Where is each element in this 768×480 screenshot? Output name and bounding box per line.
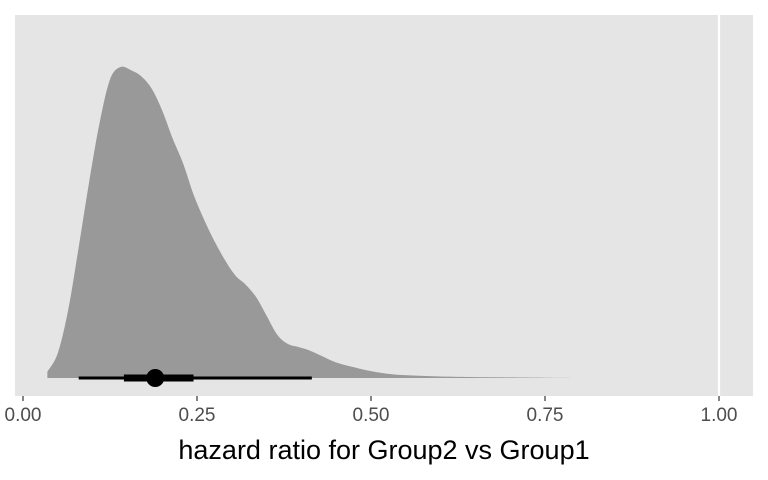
x-axis: 0.00 0.25 0.50 0.75 1.00: [5, 396, 738, 426]
x-tick-label: 1.00: [701, 405, 738, 426]
x-tick-label: 0.75: [527, 405, 564, 426]
x-tick-label: 0.00: [5, 405, 42, 426]
x-axis-title: hazard ratio for Group2 vs Group1: [178, 435, 589, 465]
x-tick-label: 0.25: [179, 405, 216, 426]
point-estimate: [146, 369, 165, 387]
x-tick-label: 0.50: [353, 405, 390, 426]
density-area: [47, 66, 587, 378]
